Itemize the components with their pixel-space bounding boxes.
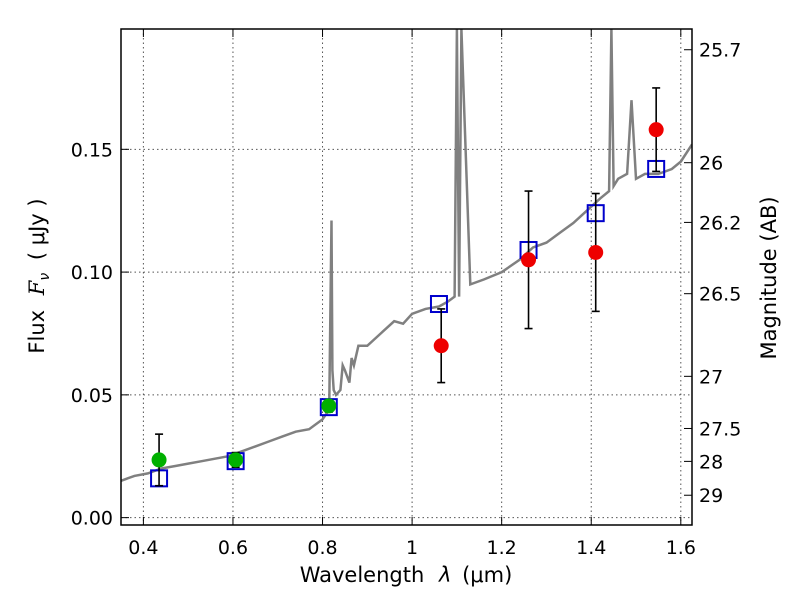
x-tick-label: 1.6 [666, 537, 696, 559]
y2-tick-label: 28 [699, 451, 723, 473]
x-axis-symbol: λ [438, 563, 451, 587]
y-tick-label: 0.10 [71, 262, 113, 284]
y2-tick-label: 27.5 [699, 418, 741, 440]
y-tick-label: 0.15 [71, 139, 113, 161]
x-tick-label: 1 [406, 537, 418, 559]
model-spectrum-line [121, 29, 692, 482]
observed-flux-point [433, 338, 449, 354]
observed-flux-point [521, 252, 537, 268]
grid-lines [121, 29, 692, 525]
y2-tick-label: 25.7 [699, 40, 741, 62]
observed-flux-point [151, 452, 167, 468]
x-axis-title: Wavelength λ (μm) [300, 563, 513, 587]
y2-tick-label: 29 [699, 485, 723, 507]
observed-flux-point [321, 398, 337, 414]
observed-flux-point [228, 452, 244, 468]
y2-tick-label: 26.5 [699, 284, 741, 306]
plot-frame [120, 28, 693, 526]
y2-tick-label: 26 [699, 153, 723, 175]
tick-marks [121, 29, 692, 525]
y-axis-symbol: F [25, 279, 49, 296]
y-tick-label: 0.00 [71, 508, 113, 530]
y2-axis-title: Magnitude (AB) [757, 196, 781, 359]
series-layer [121, 29, 692, 488]
y-axis-subscript: ν [37, 273, 53, 281]
tick-labels: 0.4 0.6 0.8 1 1.2 1.4 1.6 0.00 0.05 0.10 0.15 25.7 2… [71, 40, 742, 559]
y-tick-label: 0.05 [71, 385, 113, 407]
y2-tick-label: 26.2 [699, 212, 741, 234]
model-photometry-square [429, 295, 448, 314]
y-axis-title: Flux Fν ( μJy ) [25, 198, 54, 353]
observed-flux-point [648, 122, 664, 138]
x-axis-unit: (μm) [462, 563, 512, 587]
y2-tick-label: 27 [699, 366, 723, 388]
observed-flux-point [588, 244, 604, 260]
x-axis-label: Wavelength [300, 563, 425, 587]
x-tick-label: 0.8 [307, 537, 337, 559]
x-tick-label: 0.6 [218, 537, 248, 559]
x-tick-label: 1.2 [487, 537, 517, 559]
y-axis-unit: ( μJy ) [25, 198, 49, 260]
x-tick-label: 1.4 [576, 537, 606, 559]
x-tick-label: 0.4 [128, 537, 158, 559]
y-axis-label: Flux [25, 310, 49, 354]
